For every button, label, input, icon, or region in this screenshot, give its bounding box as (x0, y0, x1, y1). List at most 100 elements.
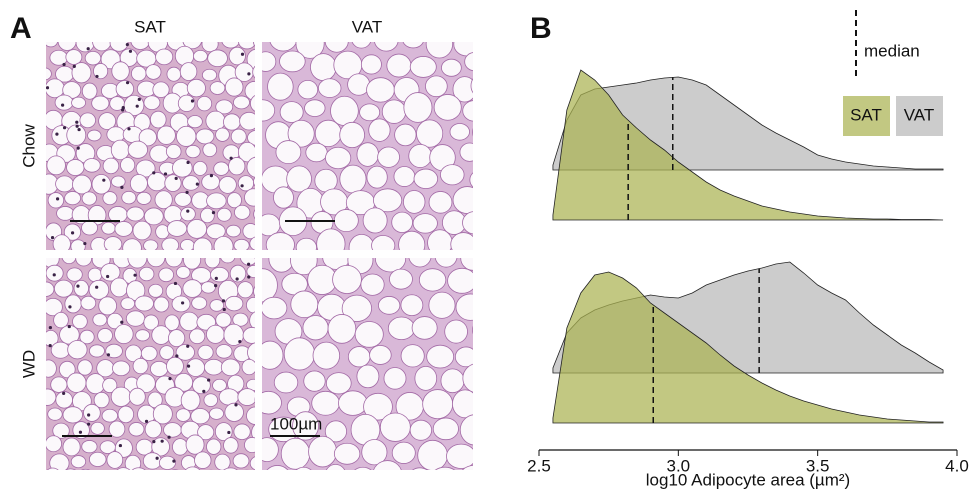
cell (400, 294, 424, 316)
cell (98, 112, 117, 130)
cell (176, 266, 191, 279)
nucleus (87, 422, 91, 426)
cell (262, 390, 282, 415)
nucleus (181, 301, 185, 305)
cell (378, 296, 401, 315)
cell (106, 126, 126, 143)
cell (203, 358, 224, 376)
cell (273, 371, 299, 394)
nucleus (222, 307, 226, 312)
cell (218, 388, 240, 406)
nucleus (172, 459, 176, 463)
cell (152, 81, 170, 98)
cell (111, 61, 130, 81)
nucleus (87, 413, 91, 417)
nucleus (62, 126, 67, 130)
cell (223, 467, 238, 470)
cell (97, 328, 113, 344)
cell (116, 467, 131, 470)
cell (135, 329, 151, 342)
cell (414, 366, 438, 391)
cell (226, 192, 242, 209)
cell (163, 422, 182, 438)
nucleus (247, 72, 251, 76)
nucleus (102, 178, 106, 182)
cell (361, 439, 388, 466)
cell (311, 390, 340, 416)
cell (402, 42, 424, 49)
cell (72, 313, 88, 330)
cell (262, 213, 281, 237)
cell (136, 191, 152, 205)
cell (172, 438, 189, 456)
nucleus (77, 127, 81, 132)
cell (238, 42, 255, 50)
cell (91, 95, 110, 111)
cell (61, 258, 77, 265)
cell (332, 264, 362, 294)
nucleus (234, 403, 238, 407)
cell (134, 295, 154, 312)
cell (120, 297, 136, 310)
cell (127, 140, 148, 159)
cell (374, 258, 407, 273)
cell (114, 324, 134, 345)
cell (184, 466, 201, 470)
nucleus (238, 339, 242, 344)
nucleus (48, 344, 52, 348)
cell (158, 455, 176, 470)
cell (46, 155, 66, 176)
cell (409, 56, 437, 78)
cell (348, 233, 375, 250)
nucleus (195, 182, 199, 186)
cell (102, 191, 118, 206)
cell (81, 440, 98, 454)
cell (232, 312, 249, 327)
cell (408, 258, 432, 268)
cell (176, 125, 197, 147)
scale-bar-label: 100µm (270, 414, 322, 433)
cell (143, 95, 161, 111)
cell (151, 437, 170, 457)
cell (80, 295, 97, 311)
cell (417, 439, 448, 470)
cell (121, 190, 137, 205)
cell (209, 299, 225, 312)
cell (269, 42, 297, 52)
nucleus (168, 377, 172, 381)
cell (131, 65, 147, 82)
cell (228, 46, 246, 66)
cell (325, 146, 352, 170)
cell (132, 357, 149, 375)
cell (101, 408, 119, 423)
cell (403, 190, 426, 214)
cell (90, 421, 105, 435)
cell (416, 119, 444, 148)
cell (480, 338, 509, 367)
cell (246, 296, 255, 314)
cell (444, 319, 468, 344)
cell (387, 316, 416, 341)
nucleus (221, 299, 226, 303)
column-label: VAT (352, 17, 383, 36)
cell (89, 344, 105, 358)
nucleus (72, 64, 76, 68)
nucleus (133, 273, 137, 277)
cell (454, 346, 473, 368)
cell (131, 467, 146, 470)
cell (246, 156, 255, 178)
cell (185, 434, 205, 455)
cell (325, 372, 352, 395)
cell (158, 267, 174, 283)
cell (287, 119, 315, 148)
nucleus (240, 184, 244, 188)
cell (462, 363, 473, 393)
nucleus (247, 275, 251, 279)
cell (360, 54, 382, 75)
cell (75, 258, 93, 267)
x-tick-label: 4.0 (945, 456, 969, 475)
nucleus (95, 74, 99, 79)
nucleus (106, 274, 110, 279)
nucleus (175, 354, 179, 358)
